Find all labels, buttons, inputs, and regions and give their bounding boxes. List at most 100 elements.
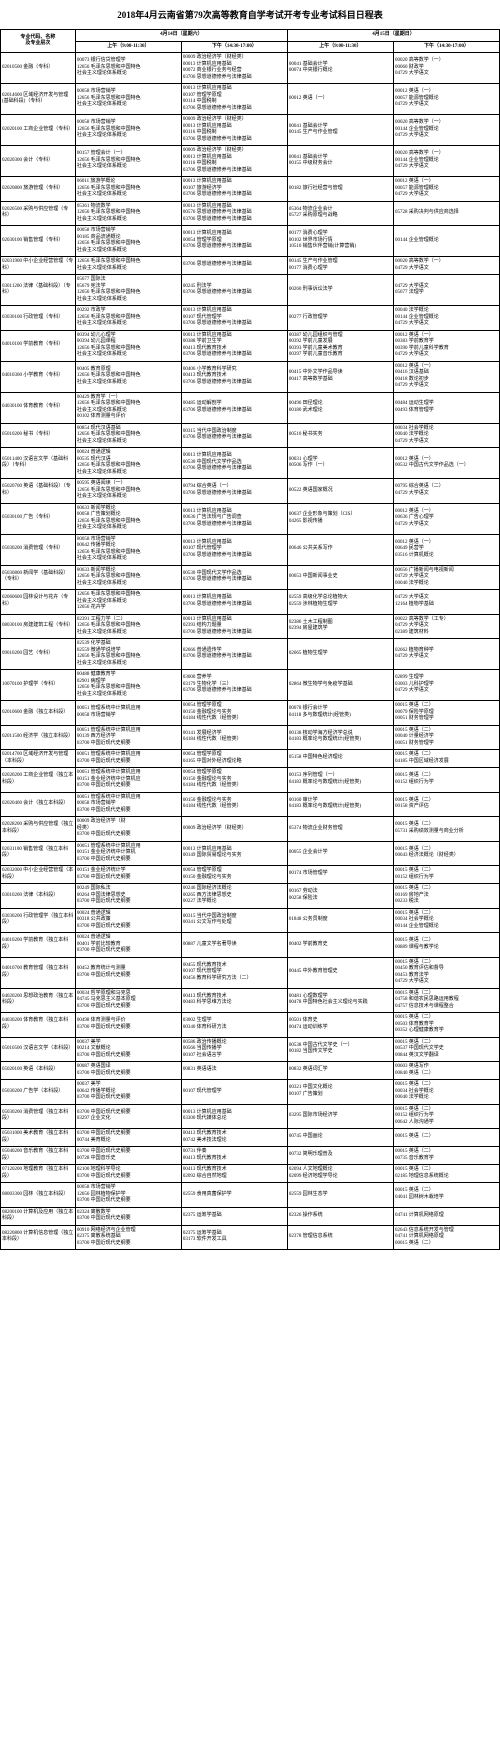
course-cell: 03295 国际市场经济学 — [287, 1104, 393, 1129]
course-cell: 00496 田径理论 00180 武术理论 — [287, 392, 393, 423]
course-cell: 02559 园林生态学 — [287, 1183, 393, 1208]
course-cell: 00246 国际经济法概论 00265 西方法律思想史 00227 法学概论 — [181, 884, 287, 909]
cell-text: 00073 银行信贷管理学 12656 毛泽东思想和中国特色 社会主义理论体系概… — [77, 58, 180, 78]
course-cell: 03706 思想道德修养与法律基础 — [181, 257, 287, 275]
table-row: 02031900 中小企业经营管理（专科）12656 毛泽东思想和中国特色 社会… — [1, 257, 500, 275]
cell-text: 00037 美学 00642 传播学概论 03700 中国近现代史纲要 — [77, 1082, 180, 1102]
cell-text: 00646 公共关系写作 — [289, 546, 392, 553]
cell-text: 00522 英语国家概况 — [289, 488, 392, 495]
header-day2: 4月15日（星期日） — [287, 30, 499, 42]
table-row: 02010600 金融（独立本科段）00051 管理系统中计算机应用 00058… — [1, 701, 500, 726]
cell-text: 00051 管理系统中计算机应用 00151 金业经济统中计算机应 03700 … — [77, 770, 180, 790]
course-cell: 00160 审计学 04183 概率论与数理统计(经管类) — [287, 792, 393, 817]
course-cell: 00012 英语（一） 00532 中国古代文学作品选（一） — [393, 448, 499, 479]
course-cell: 00012 英语（一） — [287, 84, 393, 115]
course-cell: 00009 政治经济学（财 经类） 03700 中国近现代史纲要 — [75, 817, 181, 842]
cell-text: 05020100 英语（本科段） — [2, 1067, 74, 1074]
cell-text: 00034 社会学概论 00040 法学概论 04729 大学语文 — [395, 426, 498, 446]
course-cell: 00484 运动生理学 00493 体育管理学 — [393, 392, 499, 423]
cell-text: 00037 美学 00214 文献概论 03700 中国近现代史纲要 — [77, 1040, 180, 1060]
cell-text: 00020 高等数学（一） 00144 企业管理概论 04729 大学语文 — [395, 151, 498, 171]
cell-text: 02094 人文地理概论 02099 经济地理学导论 — [289, 1167, 392, 1180]
table-row: 08003300 园林（独立本科段）00058 市场营销学 12656 园林植物… — [1, 1183, 500, 1208]
cell-text: 00015 英语（二） 00158 资产评估 — [395, 798, 498, 811]
major-cell: 02032000 中小企业经营管理（本科段） — [1, 866, 76, 884]
course-cell: 00015 英语（二） 00735 音乐教育学 — [393, 1147, 499, 1165]
cell-text: 00637 企业形象与策划（CIS） 04265 影视传播 — [289, 512, 392, 525]
course-cell: 00024 普通逻辑 00401 学前比较教育 03700 中国近现代史纲要 — [75, 933, 181, 958]
course-cell: 00277 行政管理学 — [287, 306, 393, 331]
cell-text: 00024 普通逻辑 00318 公共政策 03700 中国近现代史纲要 — [77, 911, 180, 931]
cell-text: 02539 化学基础 02559 微通学说培学 12656 毛泽东思想和中国特色… — [77, 641, 180, 667]
course-cell: 00481 心理数理学 00478 中国特色社会主义理论与实践 — [287, 988, 393, 1013]
cell-text: 00015 英语（二） 04758 和谐农民思路运用教程 04757 信息技术与… — [395, 991, 498, 1011]
course-cell: 00015 英语（二） 00034 社会学概论 00040 法学概论 — [393, 1080, 499, 1105]
cell-text: 00484 运动生理学 00493 体育管理学 — [395, 401, 498, 414]
course-cell: 00501 体育史 00474 运动训练学 — [287, 1013, 393, 1038]
course-cell: 05361 物流数学 12656 毛泽东思想和中国特色 社会主义理论体系概论 — [75, 201, 181, 226]
course-cell: 00058 市场营销学 00185 商品流通概论 12656 毛泽东思想和中国特… — [75, 226, 181, 257]
course-cell: 03000 营养学 03179 生物化学（三） 03706 思想道德修养与法律基… — [181, 670, 287, 701]
cell-text: 02378 管理信息系统 — [289, 1234, 392, 1241]
course-cell: 00413 现代教育技术 00483 科学思维方法论 — [181, 988, 287, 1013]
cell-text: 00022 高等数学（工专） 04729 大学语文 02389 建筑材料 — [395, 617, 498, 637]
course-cell: 02666 普通遗传学 03706 思想道德修养与法律基础 — [181, 639, 287, 670]
cell-text: 03700 中国近现代史纲要 00744 美育概论 — [77, 1131, 180, 1144]
course-cell: 02375 运筹学基础 — [181, 1207, 287, 1225]
cell-text: 00795 综合英语（二） 04729 大学语文 — [395, 484, 498, 497]
course-cell: 03002 生理学 00340 体育科研方法 — [181, 1013, 287, 1038]
course-cell: 00107 现代管理学 — [181, 1080, 287, 1105]
cell-text: 00445 中外教育管理史 — [289, 969, 392, 976]
major-cell: 08220800 计算机信息管理（独立本科段） — [1, 1225, 76, 1250]
course-cell: 00020 高等数学（一） 04729 大学语文 — [393, 257, 499, 275]
cell-text: 02559 食用真菌保护学 — [183, 1192, 286, 1199]
course-cell: 00595 英语阅读（一） 12656 毛泽东思想和中国特色 社会主义理论体系概… — [75, 479, 181, 504]
cell-text: 00413 现代教育技术 00483 科学思维方法论 — [183, 994, 286, 1007]
cell-text: 02100 地理科学导论 03700 中国近现代史纲要 — [77, 1167, 180, 1180]
course-cell: 00452 教育统计与测量 03700 中国近现代史纲要 — [75, 957, 181, 988]
cell-text: 09010200 园艺（专科） — [2, 651, 74, 658]
course-cell: 00015 英语（二） 00152 组织行为学 00642 人际沟通学 — [393, 1104, 499, 1129]
course-cell: 00012 英语（一） 00416 汉语基础 00418 数论初步 04729 … — [393, 361, 499, 392]
cell-text: 00402 学前教育史 — [289, 942, 392, 949]
table-row: 09010200 园艺（专科）02539 化学基础 02559 微通学说培学 1… — [1, 639, 500, 670]
table-row: 05030200 广告学（本科段）00037 美学 00642 传播学概论 03… — [1, 1080, 500, 1105]
course-cell: 00637 企业形象与策划（CIS） 04265 影视传播 — [287, 503, 393, 534]
course-cell: 00015 英语（二） 00537 中国现代文学史 00844 英汉文学翻译 — [393, 1037, 499, 1062]
cell-text: 00481 心理数理学 00478 中国特色社会主义理论与实践 — [289, 994, 392, 1007]
cell-text: 00051 管理系统中计算机应用 00151 金业经济统中计算机 03700 中… — [77, 844, 180, 864]
cell-text: 00013 计算机应用基础 02393 结构力题量 03706 思想道德修养与法… — [183, 617, 286, 637]
cell-text: 00160 审计学 04183 概率论与数理统计(经管类) — [289, 798, 392, 811]
table-row: 05010200 秘书（专科）00854 现代汉语基础 12656 毛泽东思想和… — [1, 423, 500, 448]
cell-text: 00138 核动学海方经济学总说 04183 概率论与数理统计(经管类) — [289, 731, 392, 744]
cell-text: 03030100 行政管理（专科） — [2, 315, 74, 322]
cell-text: 00078 银行会计学 04118 多与数理统计(经管类) — [289, 706, 392, 719]
course-cell: 05364 物流企业会计 05727 采购原理与战略 — [287, 201, 393, 226]
course-cell: 02559 高级化学总论植物大 02559 涉林植物生理学 — [287, 590, 393, 615]
course-cell: 00015 英语（二） 05731 采购绩效测量与商业分析 — [393, 817, 499, 842]
cell-text: 00321 中国文化概论 00107 广告策划 — [289, 1085, 392, 1098]
cell-text: 02028200 采购与供应管理（独立本科段） — [2, 822, 74, 835]
course-cell: 00058 市场营销学 12656 毛泽东思想和中国特色 社会主义理论体系概论 — [75, 84, 181, 115]
cell-text: 02020100 工商企业管理（专科） — [2, 127, 74, 134]
major-cell: 04030200 体育教育（独立本科段） — [1, 1013, 76, 1038]
cell-text: 00260 刑事诉讼法学 — [289, 287, 392, 294]
course-cell: 02391 工程力学（二） 12656 毛泽东思想和中国特色 社会主义理论体系概… — [75, 614, 181, 639]
course-cell: 00054 管理学原理 00150 金融理论与实务 — [181, 866, 287, 884]
cell-text: 02032000 中小企业经营管理（本科段） — [2, 868, 74, 881]
cell-text: 00015 英语（二） 00079 保险学原理 00051 财务管理学 — [395, 703, 498, 723]
cell-text: 00315 当代中国政治制度 03706 思想道德修养与法律基础 — [183, 429, 286, 442]
cell-text: 02014700 区域经济开发与管理（本科段） — [2, 752, 74, 765]
course-cell: 00041 基础会计学 00074 中央银行概论 — [287, 53, 393, 84]
course-cell: 00413 现代教育技术 00742 美术技法理论 — [181, 1129, 287, 1147]
course-cell: 00249 国际私法 00264 中国法律思想史 03700 中国近现代史纲要 — [75, 884, 181, 909]
header-d2pm: 下午（14:30-17:00） — [393, 41, 499, 53]
cell-text: 05010500 汉语言文学（本科段） — [2, 1046, 74, 1053]
cell-text: 00020 高等数学（一） 04729 大学语文 — [395, 259, 498, 272]
cell-text: 00015 英语（二） 00152 组织行为学 — [395, 868, 498, 881]
cell-text: 00012 英语（一） 00057 能源管理概论 04729 大学语文 — [395, 89, 498, 109]
cell-text: 00015 英语（二） — [395, 1134, 498, 1141]
cell-text: 00015 英语（二） 05731 采购绩效测量与商业分析 — [395, 822, 498, 835]
major-cell: 05030200 广告学（本科段） — [1, 1080, 76, 1105]
table-row: 02020300 会计（专科）00157 管理会计（一） 12656 毛泽东思想… — [1, 146, 500, 177]
